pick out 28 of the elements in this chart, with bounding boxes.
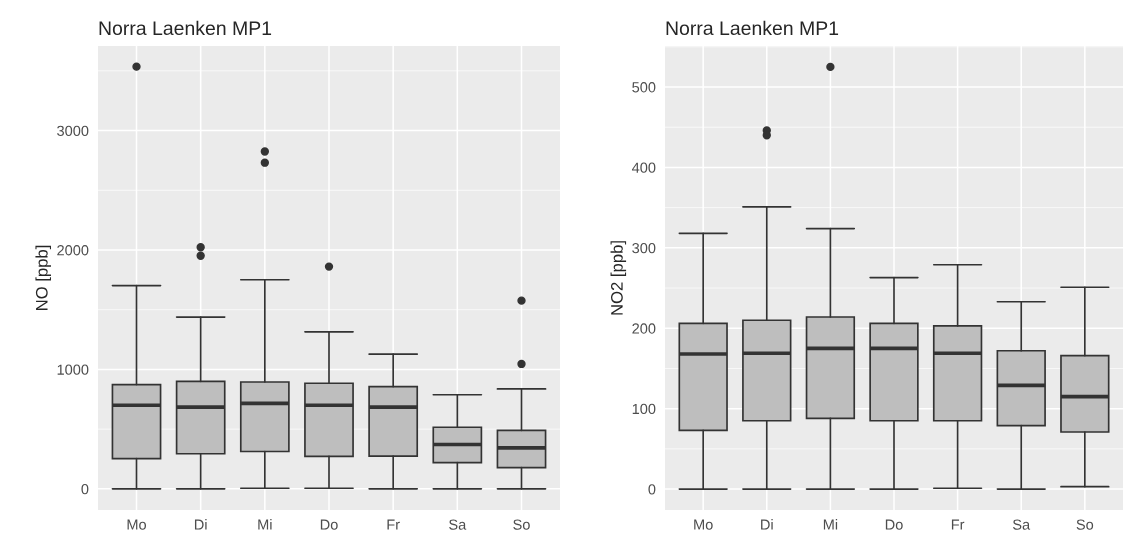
x-tick-label: Mi xyxy=(823,519,838,530)
y-tick-label: 2000 xyxy=(57,245,89,256)
y-tick-label: 0 xyxy=(81,483,89,495)
chart-title: Norra Laenken MP1 xyxy=(99,20,272,36)
chart-title: Norra Laenken MP1 xyxy=(666,20,839,36)
x-tick-label: So xyxy=(513,519,530,530)
y-tick-label: 3000 xyxy=(57,125,89,136)
y-tick-label: 500 xyxy=(632,82,656,93)
x-tick-label: Di xyxy=(761,519,773,530)
x-tick-label: So xyxy=(1076,519,1094,530)
y-tick-label: 100 xyxy=(632,403,656,415)
x-tick-label: Fr xyxy=(387,519,400,530)
x-tick-label: Mo xyxy=(127,519,147,530)
x-tick-label: Mi xyxy=(258,519,272,530)
x-tick-label: Sa xyxy=(1012,519,1031,530)
y-tick-label: 200 xyxy=(632,323,656,334)
y-tick-label: 400 xyxy=(631,162,656,173)
y-tick-label: 1000 xyxy=(57,364,89,375)
x-tick-label: Mo xyxy=(694,519,713,530)
x-tick-label: Sa xyxy=(449,519,467,530)
x-tick-label: Di xyxy=(194,519,207,530)
y-tick-label: 0 xyxy=(648,484,656,495)
y-axis-title: NO2 [ppb] xyxy=(610,241,627,315)
y-tick-label: 300 xyxy=(632,242,656,254)
x-tick-label: Do xyxy=(885,519,903,530)
x-tick-label: Do xyxy=(320,519,338,530)
y-axis-title: NO [ppb] xyxy=(35,245,51,310)
x-tick-label: Fr xyxy=(951,519,965,530)
